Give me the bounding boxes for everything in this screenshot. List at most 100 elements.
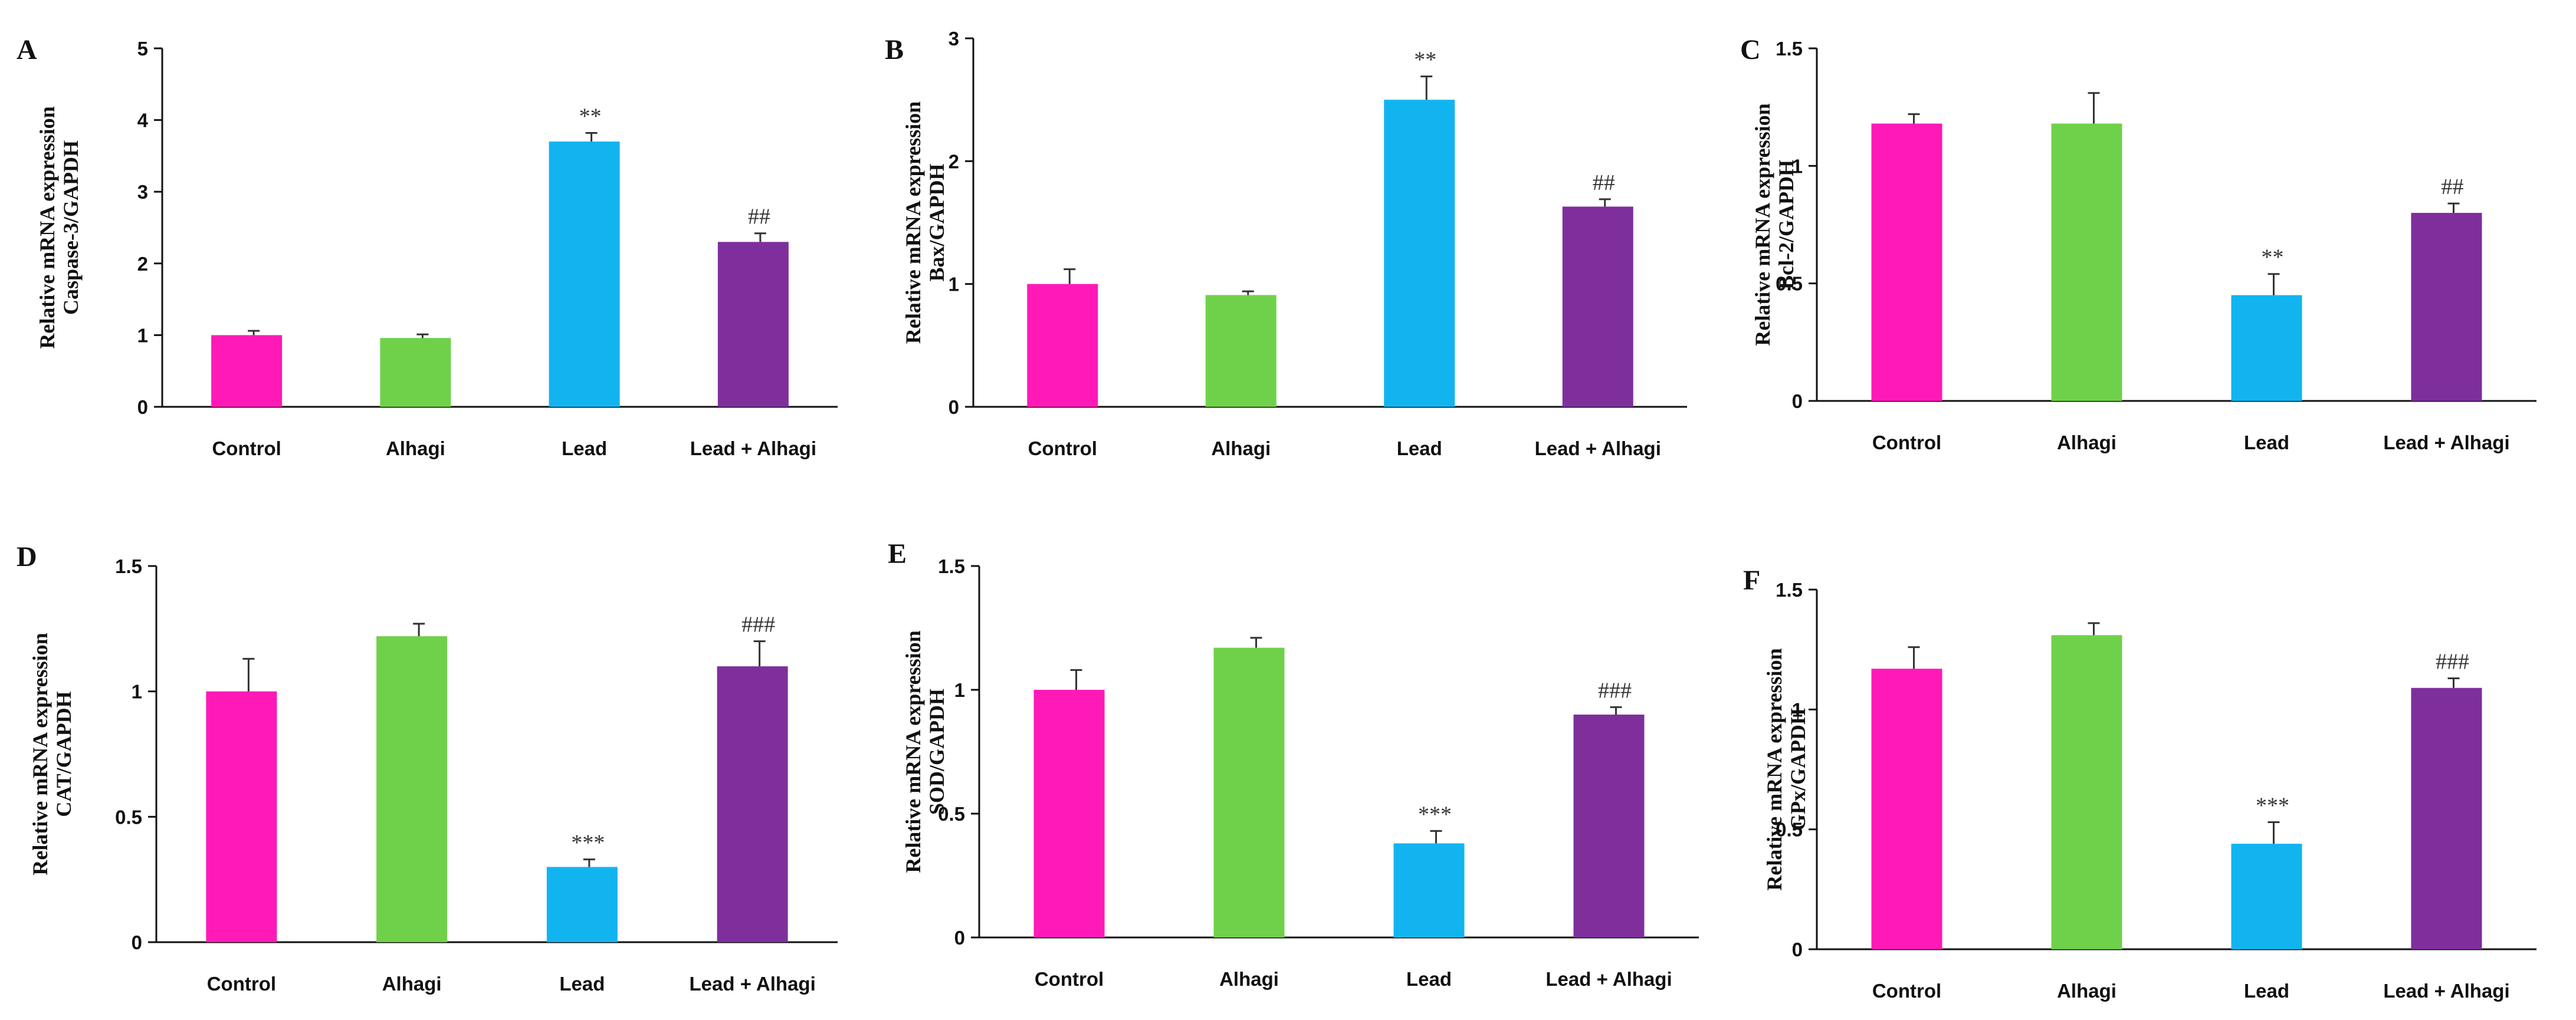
bar-c-3	[2231, 295, 2302, 401]
x-tick-label-b: Control	[1028, 437, 1097, 459]
bar-a-3	[549, 142, 620, 407]
bar-c-1	[1871, 123, 1942, 401]
significance-marker-f: ***	[2256, 793, 2289, 818]
bar-d-2	[376, 636, 448, 942]
bar-b-2	[1205, 295, 1276, 407]
significance-marker-c: ##	[2442, 175, 2464, 199]
y-axis-label-f: Relative mRNA expression	[1763, 648, 1786, 890]
bar-f-2	[2051, 635, 2122, 949]
x-tick-label-f: Alhagi	[2057, 980, 2116, 1002]
x-tick-label-c: Lead + Alhagi	[2383, 432, 2509, 453]
x-tick-label-b: Lead	[1397, 437, 1442, 459]
y-axis-label-c: Relative mRNA expression	[1751, 103, 1774, 346]
y-tick-label-a: 1	[137, 324, 148, 346]
y-tick-label-e: 0.5	[938, 803, 965, 825]
significance-marker-a: **	[579, 104, 602, 129]
significance-marker-d: ###	[741, 613, 775, 637]
y-axis-label-a: Relative mRNA expression	[35, 106, 59, 348]
x-tick-label-d: Lead	[559, 973, 605, 995]
y-tick-label-e: 1.5	[938, 555, 965, 577]
x-tick-label-a: Lead	[562, 437, 607, 459]
y-tick-label-e: 1	[954, 679, 965, 701]
panel-letter-f: F	[1743, 565, 1760, 596]
bar-f-4	[2411, 687, 2482, 949]
y-axis-sublabel-f: GPx/GAPDH	[1786, 708, 1810, 831]
x-tick-label-d: Control	[207, 973, 276, 995]
significance-marker-d: ***	[571, 831, 605, 856]
x-tick-label-c: Control	[1872, 432, 1941, 453]
y-axis-sublabel-a: Caspase-3/GAPDH	[59, 140, 83, 315]
significance-marker-a: ##	[748, 205, 770, 229]
bar-b-3	[1384, 100, 1455, 407]
bar-f-1	[1871, 669, 1942, 949]
y-tick-label-c: 1.5	[1776, 38, 1803, 60]
y-tick-label-c: 0.5	[1776, 273, 1803, 295]
panel-letter-b: B	[885, 34, 904, 65]
y-tick-label-d: 1.5	[115, 555, 142, 577]
y-tick-label-b: 1	[949, 274, 959, 295]
x-tick-label-b: Alhagi	[1211, 437, 1271, 459]
y-tick-label-a: 4	[137, 110, 149, 131]
x-tick-label-e: Lead	[1406, 968, 1452, 990]
y-tick-label-c: 1	[1792, 155, 1803, 177]
y-tick-label-a: 0	[137, 396, 148, 418]
y-tick-label-f: 1.5	[1776, 579, 1803, 601]
x-tick-label-d: Lead + Alhagi	[690, 973, 816, 995]
x-tick-label-c: Alhagi	[2057, 432, 2116, 453]
panel-letter-c: C	[1740, 34, 1761, 65]
y-axis-sublabel-e: SOD/GAPDH	[925, 689, 949, 815]
significance-marker-e: ###	[1598, 678, 1632, 703]
bar-a-4	[717, 242, 789, 407]
bar-c-4	[2411, 213, 2482, 401]
y-tick-label-a: 2	[137, 253, 148, 275]
bar-d-1	[206, 691, 277, 942]
bar-a-2	[380, 338, 451, 407]
x-tick-label-e: Alhagi	[1219, 968, 1279, 990]
y-tick-label-d: 0	[132, 932, 142, 953]
x-tick-label-f: Lead + Alhagi	[2383, 980, 2509, 1002]
y-axis-sublabel-c: Bcl-2/GAPDH	[1774, 160, 1798, 289]
bar-e-4	[1573, 715, 1645, 937]
bar-a-1	[211, 335, 283, 407]
x-tick-label-a: Lead + Alhagi	[690, 437, 816, 459]
bar-f-3	[2231, 844, 2302, 949]
significance-marker-c: **	[2262, 245, 2284, 270]
bar-e-1	[1033, 690, 1105, 937]
x-tick-label-e: Lead + Alhagi	[1545, 968, 1672, 990]
x-tick-label-d: Alhagi	[382, 973, 442, 995]
bar-d-3	[546, 867, 618, 942]
x-tick-label-a: Alhagi	[386, 437, 445, 459]
y-axis-label-d: Relative mRNA expression	[28, 633, 52, 875]
bar-c-2	[2051, 123, 2122, 401]
significance-marker-b: **	[1414, 48, 1436, 73]
y-axis-label-b: Relative mRNA expression	[901, 101, 925, 344]
x-tick-label-c: Lead	[2244, 432, 2289, 453]
bar-d-4	[717, 666, 788, 942]
y-tick-label-b: 3	[949, 28, 959, 50]
bar-e-3	[1393, 843, 1465, 937]
y-tick-label-a: 5	[137, 38, 148, 60]
panel-letter-d: D	[17, 541, 37, 572]
x-tick-label-e: Control	[1035, 968, 1104, 990]
y-tick-label-d: 0.5	[115, 806, 142, 828]
bar-b-4	[1562, 206, 1633, 407]
panel-letter-e: E	[888, 538, 907, 570]
y-tick-label-f: 0.5	[1776, 819, 1803, 841]
y-tick-label-e: 0	[954, 927, 965, 949]
bar-b-1	[1027, 284, 1098, 407]
y-tick-label-c: 0	[1792, 390, 1803, 412]
panel-letter-a: A	[17, 34, 37, 65]
significance-marker-e: ***	[1418, 802, 1452, 827]
y-tick-label-a: 3	[137, 181, 148, 203]
x-tick-label-f: Lead	[2244, 980, 2289, 1002]
x-tick-label-b: Lead + Alhagi	[1535, 437, 1661, 459]
y-axis-sublabel-d: CAT/GAPDH	[52, 691, 76, 817]
y-tick-label-b: 0	[949, 396, 959, 418]
y-tick-label-f: 0	[1792, 939, 1803, 960]
x-tick-label-f: Control	[1872, 980, 1941, 1002]
y-tick-label-b: 2	[949, 150, 959, 172]
significance-marker-f: ###	[2436, 649, 2469, 674]
x-tick-label-a: Control	[212, 437, 281, 459]
y-tick-label-f: 1	[1792, 699, 1803, 720]
